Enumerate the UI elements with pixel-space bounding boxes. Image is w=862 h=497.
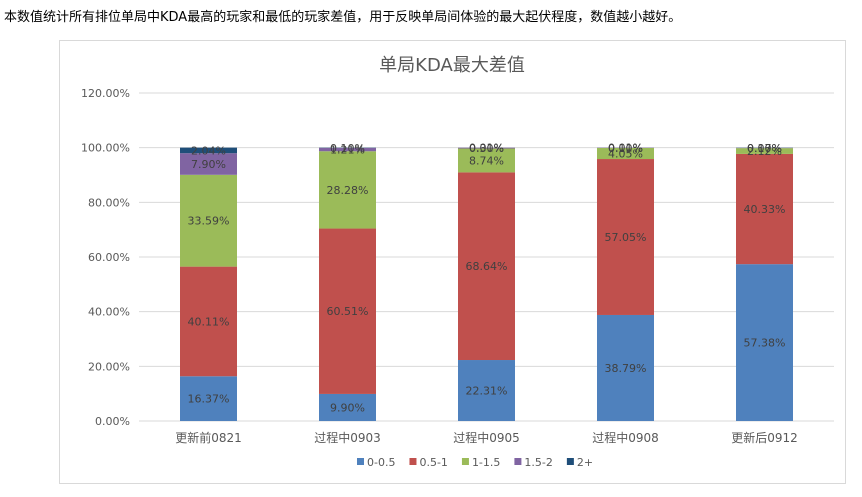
x-tick-label: 更新前0821 (175, 430, 242, 445)
legend: 0-0.5 0.5-1 1-1.5 1.5-2 2+ (357, 456, 593, 469)
bar-segment (180, 147, 237, 154)
data-label: 1.21% (330, 144, 365, 157)
bar-segment (736, 148, 793, 154)
data-label: 2.04% (191, 144, 226, 157)
data-label: 2.12% (747, 145, 782, 158)
legend-swatch (461, 458, 469, 465)
data-label: 0.01% (469, 142, 504, 155)
data-label: 33.59% (188, 215, 230, 228)
x-axis: 更新前0821 过程中0903 过程中0905 过程中0908 更新后0912 (175, 430, 798, 445)
chart-frame: 单局KDA最大差值 0.00% 20.00% 40.00% 60.00% 80.00% 1… (59, 40, 846, 484)
chart-title: 单局KDA最大差值 (379, 55, 525, 76)
data-label: 38.79% (605, 362, 647, 375)
data-label: 0.30% (469, 142, 504, 155)
data-label: 8.74% (469, 154, 504, 167)
bar-segment (180, 266, 237, 377)
legend-label: 0-0.5 (367, 456, 395, 469)
legend-swatch (566, 458, 574, 465)
x-tick-label: 过程中0903 (314, 430, 381, 445)
data-label: 0.07% (747, 142, 782, 155)
legend-label: 2+ (577, 456, 593, 469)
bar-segment (458, 360, 515, 421)
legend-swatch (357, 458, 364, 465)
bar-segment (180, 153, 237, 175)
y-axis: 0.00% 20.00% 40.00% 60.00% 80.00% 100.00% 120.… (81, 87, 130, 428)
data-label: 57.05% (605, 231, 647, 244)
y-tick-label: 20.00% (88, 360, 130, 373)
legend-label: 1-1.5 (472, 456, 500, 469)
page-caption: 本数值统计所有排位单局中KDA最高的玩家和最低的玩家差值，用于反映单局间体验的最… (4, 10, 682, 25)
bar-segment (597, 159, 654, 315)
data-label: 0.10% (330, 142, 365, 155)
bar-segment (319, 151, 376, 229)
x-tick-label: 过程中0905 (453, 430, 520, 445)
bar-segment (180, 376, 237, 421)
data-label: 0.01% (608, 142, 643, 155)
data-label: 16.37% (188, 393, 230, 406)
legend-label: 1.5-2 (524, 456, 552, 469)
data-label: 0.10% (608, 142, 643, 155)
data-label: 60.51% (327, 305, 369, 318)
data-label: 4.05% (608, 148, 643, 161)
bar-segment (319, 393, 376, 421)
y-tick-label: 100.00% (81, 142, 130, 155)
bar-segment (458, 147, 515, 149)
legend-swatch (409, 458, 417, 465)
data-label: 57.38% (744, 337, 786, 350)
y-tick-label: 60.00% (88, 251, 130, 264)
stacked-bar-chart: 单局KDA最大差值 0.00% 20.00% 40.00% 60.00% 80.00% 1… (81, 55, 834, 469)
bar-segment (736, 264, 793, 421)
bar-segment (458, 172, 515, 361)
data-label: 0.10% (747, 142, 782, 155)
y-tick-label: 40.00% (88, 306, 130, 319)
bar-segment (597, 147, 654, 160)
bar-segment (180, 174, 237, 267)
legend-swatch (514, 458, 522, 465)
y-tick-label: 80.00% (88, 196, 130, 209)
data-label: 40.11% (188, 315, 230, 328)
bar-segment (597, 314, 654, 421)
bar-segment (458, 148, 515, 173)
x-tick-label: 更新后0912 (731, 430, 798, 445)
data-label: 28.28% (327, 184, 369, 197)
y-tick-label: 0.00% (95, 415, 130, 428)
bar-segment (319, 147, 376, 152)
bar-segment (736, 153, 793, 265)
data-label: 7.90% (191, 158, 226, 171)
data-label: 68.64% (466, 260, 508, 273)
data-label: 22.31% (466, 385, 508, 398)
bar-segment (319, 228, 376, 394)
data-label: 9.90% (330, 401, 365, 414)
y-tick-label: 120.00% (81, 87, 130, 100)
bars: 16.37% 40.11% 33.59% 7.90%2.04% 9.90% 60.51% 2… (180, 142, 793, 421)
data-label: 40.33% (744, 203, 786, 216)
legend-label: 0.5-1 (419, 456, 447, 469)
x-tick-label: 过程中0908 (592, 430, 659, 445)
